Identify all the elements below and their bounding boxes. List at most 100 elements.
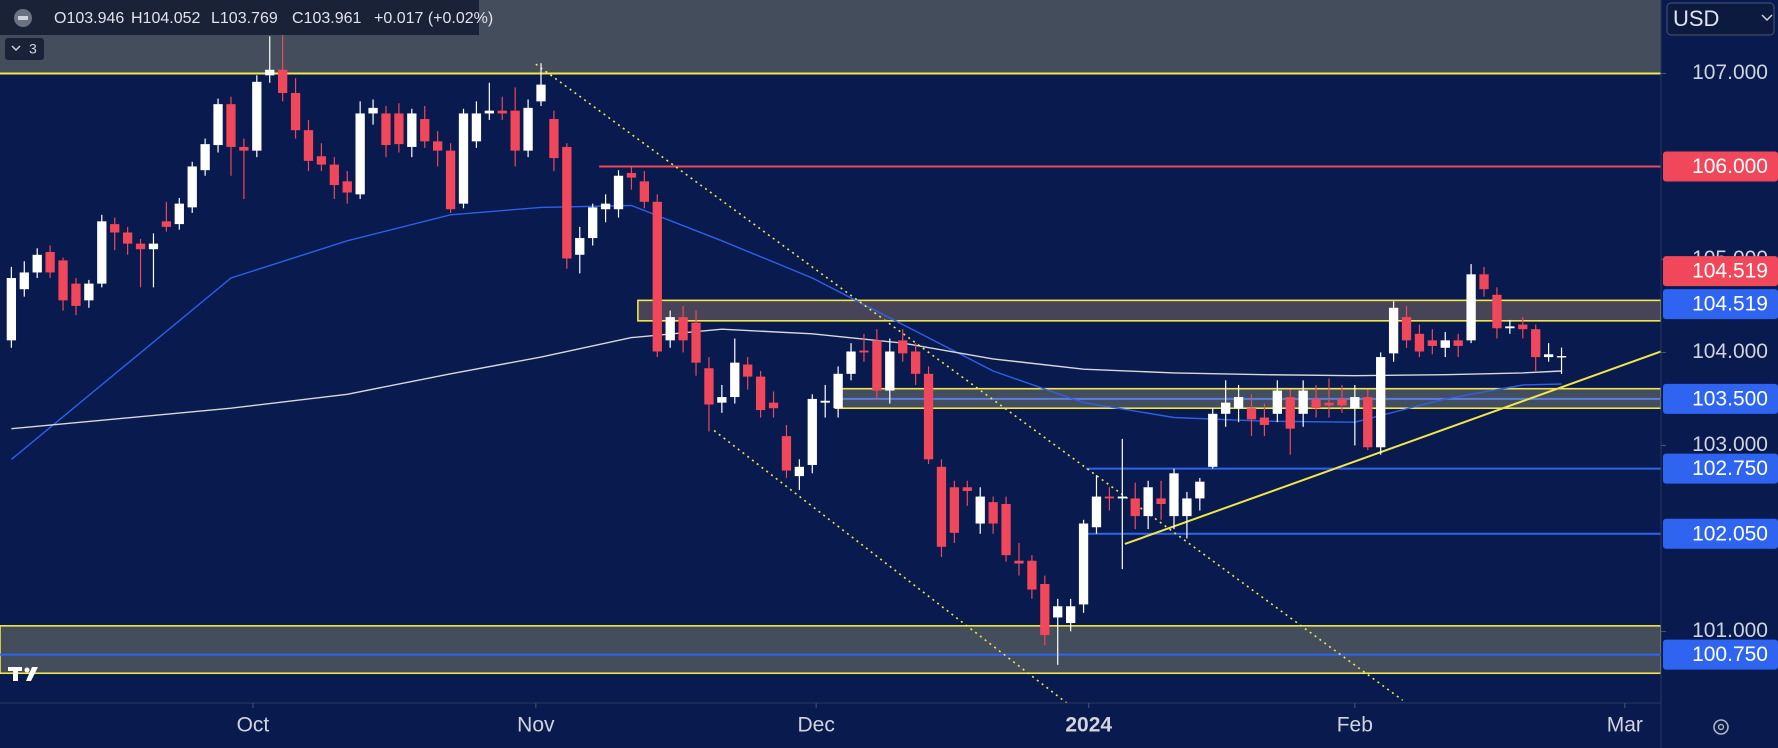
candle-body: [1117, 496, 1127, 499]
candle-body: [1492, 294, 1502, 329]
currency-selector[interactable]: [1666, 2, 1775, 36]
candle-body: [575, 238, 585, 255]
candle-body: [1040, 583, 1050, 636]
candle-body: [949, 487, 960, 533]
candle-body: [833, 373, 843, 409]
candle-body: [1401, 317, 1412, 341]
candle-body: [1298, 390, 1308, 414]
x-tick-label: Mar: [1607, 714, 1643, 737]
price-label-badge: [1663, 151, 1778, 182]
candle-body: [1053, 606, 1063, 618]
price-label: 104.519: [1692, 260, 1768, 283]
candle-body: [1078, 523, 1089, 605]
candle-body: [988, 502, 998, 524]
candle-body: [1001, 504, 1011, 556]
price-labels: 106.000 104.519 104.519 103.500 102.750 102.0…: [1663, 151, 1778, 670]
zone: [637, 299, 1661, 322]
candle-body: [523, 107, 533, 151]
candle-body: [420, 119, 430, 142]
indicators-toggle[interactable]: [5, 38, 44, 60]
candle-body: [58, 260, 68, 301]
candle-body: [329, 164, 339, 186]
chevron-icon: [11, 45, 21, 52]
price-label-badge: [1663, 256, 1778, 287]
y-tick-label: 103.000: [1692, 433, 1768, 456]
candle-body: [1453, 340, 1463, 346]
candle-body: [1091, 496, 1102, 528]
candle-body: [975, 496, 985, 524]
candle-body: [497, 110, 507, 114]
candle-body: [549, 119, 559, 159]
candle-body: [1065, 606, 1076, 624]
candle-body: [794, 466, 805, 477]
candle-body: [484, 110, 494, 114]
candle-body: [1246, 408, 1257, 420]
zone: [0, 625, 1661, 675]
candle-body: [910, 351, 921, 374]
candle-body: [226, 104, 236, 147]
candle-body: [316, 156, 327, 165]
candle-body: [97, 221, 107, 284]
y-tick-label: 101.000: [1692, 619, 1768, 642]
candle-body: [613, 175, 624, 210]
candle-body: [6, 278, 17, 341]
candle-body: [1543, 354, 1554, 358]
candle-body: [820, 400, 830, 403]
candle-body: [71, 283, 81, 306]
candle-body: [1156, 498, 1166, 505]
trendline: [713, 429, 1068, 703]
candle-body: [148, 243, 159, 250]
ohlc-low: L103.769: [211, 10, 278, 27]
chevron-icon: [1761, 14, 1773, 22]
candle-body: [1363, 397, 1373, 448]
settings-icon[interactable]: [1713, 719, 1729, 735]
candle-body: [1388, 307, 1399, 354]
candle-body: [200, 144, 210, 171]
candle-body: [32, 254, 42, 273]
symbol-icon: [18, 16, 28, 20]
candle-body: [161, 221, 172, 227]
price-label: 100.750: [1692, 643, 1768, 666]
price-label-badge: [1663, 639, 1778, 670]
logo: [8, 667, 38, 681]
candle-body: [303, 130, 314, 161]
candle-body: [743, 364, 753, 377]
axes: 107.000105.000104.000103.000101.000OctNo…: [237, 61, 1768, 737]
candle-body: [768, 402, 779, 409]
trendline: [535, 63, 1404, 701]
candle-body: [187, 166, 197, 208]
candle-body: [45, 252, 55, 273]
indicators-count: 3: [29, 41, 37, 57]
candle-body: [1195, 481, 1205, 499]
candle-body: [1272, 390, 1282, 414]
candle-body: [600, 203, 611, 210]
price-label: 103.500: [1692, 387, 1768, 410]
candle-body: [885, 351, 895, 391]
candle-body: [639, 181, 650, 202]
candle-body: [1259, 417, 1270, 425]
candle-body: [872, 340, 882, 391]
candle-body: [1221, 402, 1231, 414]
candle-body: [1169, 473, 1179, 517]
candle-body: [678, 317, 688, 341]
x-tick-label: Feb: [1337, 714, 1373, 737]
candle-body: [122, 232, 133, 244]
candle-body: [1311, 398, 1321, 409]
candle-body: [923, 373, 934, 460]
price-label: 104.519: [1692, 293, 1768, 316]
candle-body: [1104, 496, 1115, 499]
candle-body: [936, 466, 947, 547]
candle-body: [1531, 329, 1541, 358]
ohlc-close: C103.961: [292, 10, 361, 27]
candle-body: [1466, 274, 1476, 341]
candle-body: [859, 350, 869, 353]
candle-body: [239, 146, 249, 151]
candle-body: [290, 92, 301, 131]
candle-body: [394, 113, 404, 145]
price-label: 102.050: [1692, 522, 1768, 545]
candle-body: [342, 181, 352, 193]
x-tick-label: Oct: [237, 714, 270, 737]
ohlc-high: H104.052: [131, 10, 200, 27]
price-label: 102.750: [1692, 457, 1768, 480]
